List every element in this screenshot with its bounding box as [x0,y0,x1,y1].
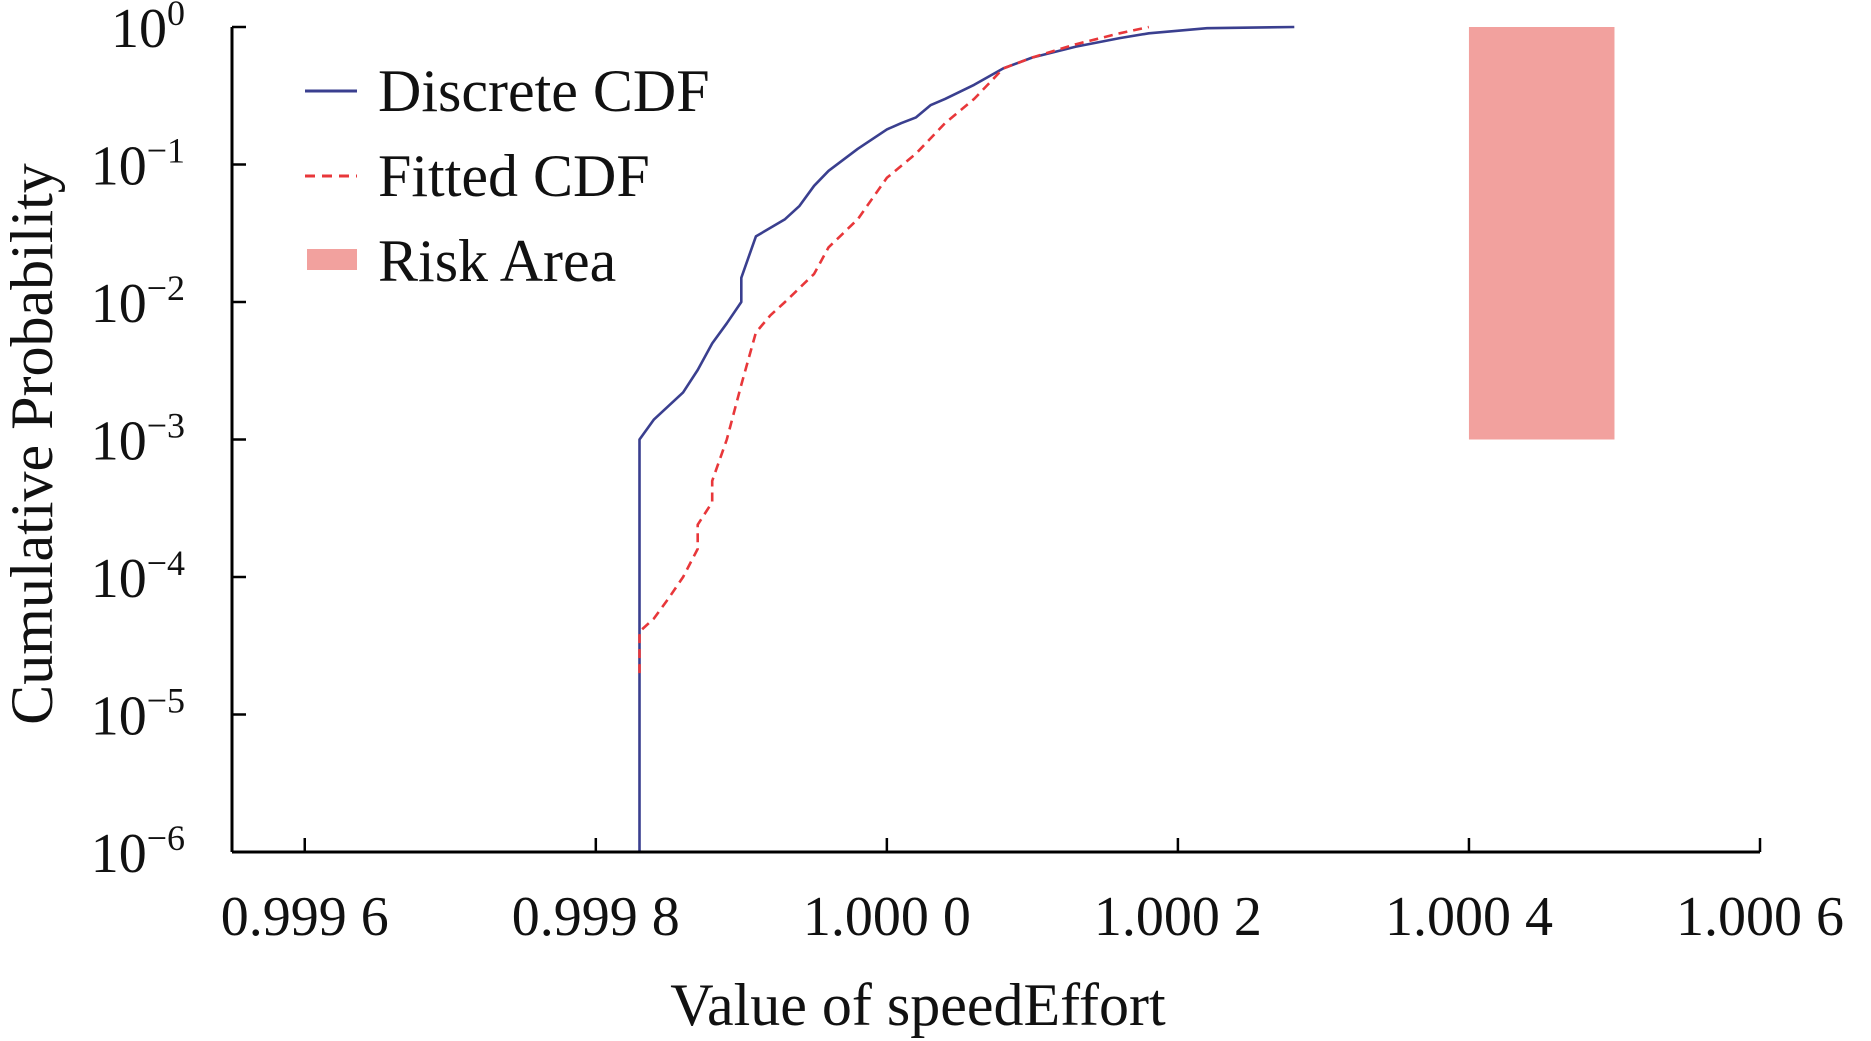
legend-swatch-risk [307,249,357,270]
legend: Discrete CDF Fitted CDF Risk Area [305,58,710,294]
y-tick-label: 10−3 [91,406,185,473]
series-line-fitted-cdf [638,25,1150,674]
y-axis-title: Cumulative Probability [0,163,65,725]
x-tick-label: 1.000 4 [1385,886,1553,948]
x-tick-label: 1.000 6 [1676,886,1844,948]
y-tick-label: 100 [111,0,185,60]
y-tick-label: 10−2 [91,268,185,335]
series-line-discrete-cdf [638,25,1295,852]
x-axis-title: Value of speedEffort [670,972,1166,1038]
ticks-layer: 0.999 6 0.999 8 1.000 0 1.000 2 1.000 4 1.000… [91,0,1844,948]
y-tick-label: 10−1 [91,131,185,198]
series-layer [638,25,1295,852]
y-tick-label: 10−4 [91,543,185,610]
legend-label-discrete: Discrete CDF [378,58,710,124]
x-tick-label: 1.000 2 [1094,886,1262,948]
x-tick-label: 0.999 8 [512,886,680,948]
risk-area-rect [1468,27,1615,440]
y-tick-label: 10−5 [91,681,185,748]
risk-area-layer [1468,27,1615,440]
legend-label-fitted: Fitted CDF [378,143,650,209]
legend-label-risk: Risk Area [378,228,616,294]
x-tick-label: 1.000 0 [803,886,971,948]
x-tick-label: 0.999 6 [221,886,389,948]
y-tick-label: 10−6 [91,818,185,885]
